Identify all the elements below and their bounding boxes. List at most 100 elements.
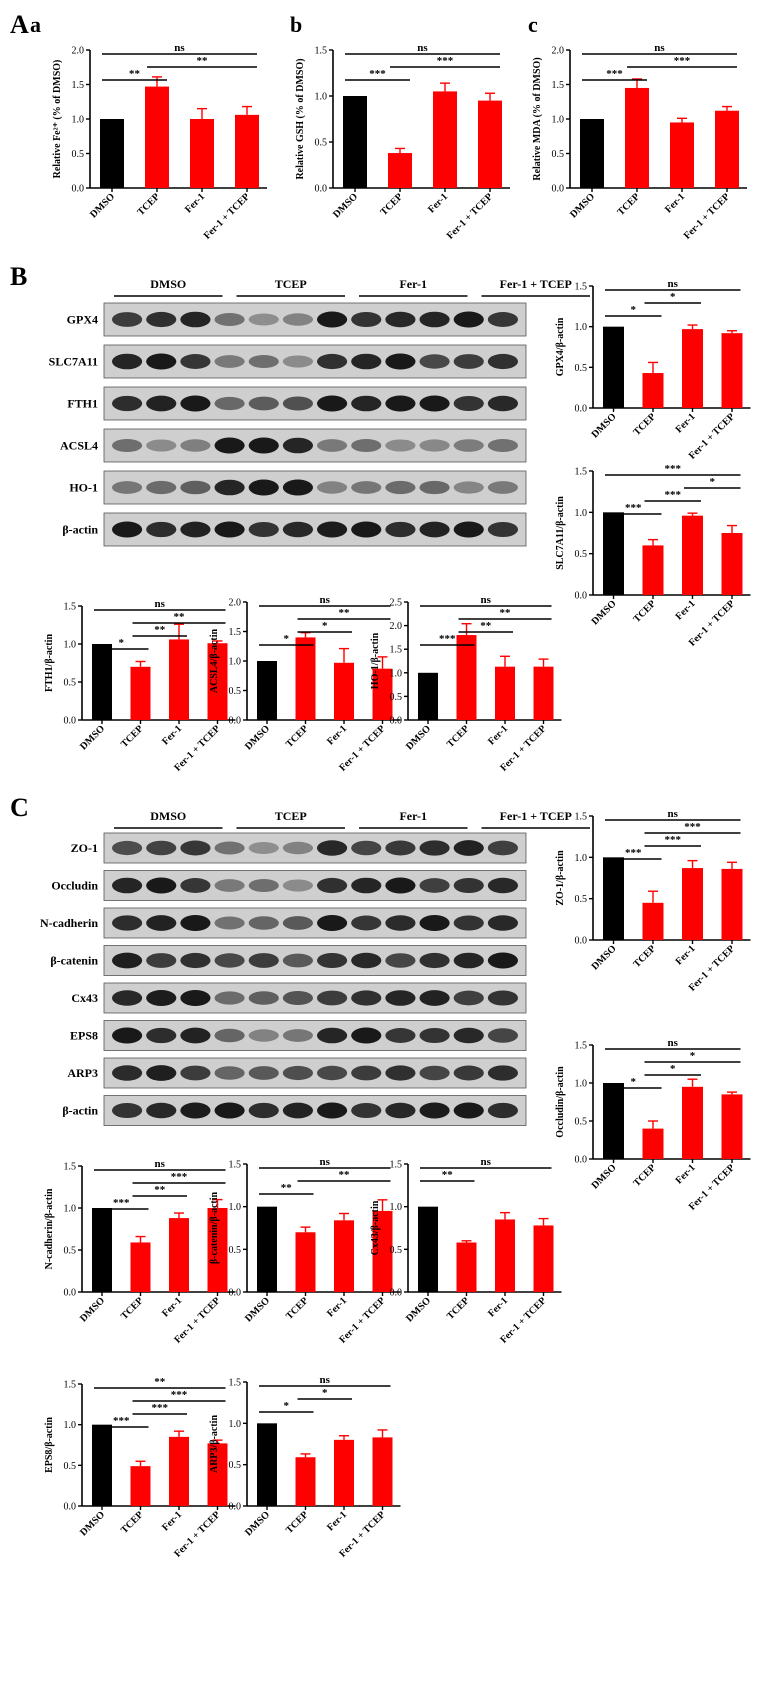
blot-band	[453, 877, 484, 894]
blot-band	[112, 915, 143, 931]
blot-band	[282, 313, 313, 326]
blot-band	[453, 952, 484, 969]
chart-fe: 0.0 0.5 1.0 1.5 2.0 Relative Fe²⁺ (% of DMSO)…	[52, 42, 267, 242]
significance-label: **	[174, 611, 186, 623]
blot-band	[146, 990, 177, 1006]
blot-band	[282, 841, 313, 855]
blot-band	[487, 952, 518, 969]
y-tick-label: 0.0	[575, 591, 588, 602]
blot-group-label: TCEP	[275, 277, 307, 291]
blot-band	[453, 1027, 484, 1044]
y-tick-label: 0.5	[229, 1460, 242, 1471]
y-axis-label: ZO-1/β-actin	[555, 850, 566, 906]
significance-label: ns	[481, 1156, 492, 1168]
y-tick-label: 0.5	[72, 149, 85, 160]
x-tick-label: Fer-1	[160, 1509, 184, 1533]
bar-TCEP	[130, 1466, 151, 1506]
y-axis-label: Cx43/β-actin	[370, 1200, 381, 1255]
blot-band	[180, 1102, 211, 1119]
blot-band	[453, 915, 484, 931]
x-tick-label: DMSO	[404, 723, 433, 752]
blot-band	[317, 915, 348, 931]
x-tick-label: Fer-1	[674, 1162, 698, 1186]
x-tick-label: DMSO	[243, 1295, 272, 1324]
bar-Fer-1 + TCEP	[207, 643, 228, 720]
blot-band	[385, 1102, 416, 1119]
blot-band	[487, 915, 518, 931]
bar-TCEP	[145, 86, 169, 188]
significance-label: ***	[171, 1171, 188, 1183]
bar-Fer-1 + TCEP	[372, 1210, 393, 1292]
y-tick-label: 0.0	[64, 1502, 77, 1513]
blot-band	[317, 521, 348, 538]
significance-label: *	[284, 633, 290, 645]
blot-group-label: TCEP	[275, 809, 307, 823]
y-tick-label: 1.0	[64, 1420, 77, 1431]
blot-band	[248, 1029, 279, 1042]
blot-band	[385, 353, 416, 370]
significance-label: ns	[320, 594, 331, 606]
panel-label-b: b	[290, 12, 303, 37]
blot-band	[112, 312, 143, 327]
bar-DMSO	[603, 857, 624, 940]
y-tick-label: 1.0	[315, 92, 328, 103]
bar-DMSO	[92, 1424, 112, 1506]
blot-band	[282, 1102, 313, 1119]
blot-group-label: Fer-1 + TCEP	[500, 809, 572, 823]
bar-TCEP	[456, 635, 477, 720]
y-tick-label: 0.0	[64, 716, 77, 727]
bar-Fer-1	[495, 1219, 515, 1292]
blot-band	[146, 1065, 177, 1081]
y-tick-label: 1.5	[229, 627, 242, 638]
x-tick-label: DMSO	[88, 191, 117, 220]
significance-label: **	[129, 68, 141, 80]
y-tick-label: 0.0	[575, 1155, 588, 1166]
blot-band	[112, 521, 143, 538]
bar-DMSO	[92, 1208, 112, 1292]
y-tick-label: 1.0	[64, 1204, 77, 1215]
x-tick-label: TCEP	[631, 943, 658, 970]
blot-band	[453, 990, 484, 1006]
bar-Fer-1	[670, 122, 694, 188]
y-axis-label: Relative Fe²⁺ (% of DMSO)	[52, 60, 63, 179]
blot-band	[317, 481, 348, 494]
blot-band	[214, 1066, 245, 1080]
chart-acsl4: 0.0 0.5 1.0 1.5 2.0 ACSL4/β-actin DMSO TCEP Fer-…	[209, 594, 401, 774]
x-tick-label: DMSO	[404, 1295, 433, 1324]
significance-label: ns	[481, 594, 492, 606]
y-tick-label: 1.5	[72, 80, 85, 91]
blot-band	[419, 915, 450, 931]
significance-label: ns	[320, 1374, 331, 1386]
y-tick-label: 1.5	[390, 1160, 403, 1171]
y-axis-label: N-cadherin/β-actin	[44, 1188, 55, 1269]
x-tick-label: DMSO	[78, 723, 107, 752]
y-tick-label: 1.5	[229, 1160, 242, 1171]
blot-band	[214, 396, 245, 411]
panel-label-c: c	[528, 12, 538, 37]
blot-band	[112, 1102, 143, 1119]
y-axis-label: Occludin/β-actin	[555, 1066, 566, 1138]
y-tick-label: 2.0	[72, 46, 85, 57]
blot-band	[248, 521, 279, 538]
blot-protein-label: FTH1	[67, 397, 98, 411]
y-tick-label: 0.5	[575, 363, 588, 374]
blot-band	[180, 395, 211, 412]
y-tick-label: 1.5	[229, 1378, 242, 1389]
blot-band	[180, 915, 211, 931]
blot-band	[487, 877, 518, 894]
blot-band	[385, 990, 416, 1006]
y-tick-label: 0.0	[229, 716, 242, 727]
y-tick-label: 1.5	[575, 812, 588, 823]
blot-band	[419, 840, 450, 856]
significance-label: ns	[320, 1156, 331, 1168]
blot-band	[453, 481, 484, 494]
x-tick-label: Fer-1	[160, 1295, 184, 1319]
blot-band	[248, 916, 279, 930]
significance-label: ***	[171, 1389, 188, 1401]
blot-band	[317, 311, 348, 328]
blot-protein-label: ACSL4	[60, 439, 98, 453]
significance-label: ns	[155, 1158, 166, 1170]
bar-Fer-1 + TCEP	[372, 668, 393, 720]
bar-Fer-1	[334, 1439, 354, 1506]
